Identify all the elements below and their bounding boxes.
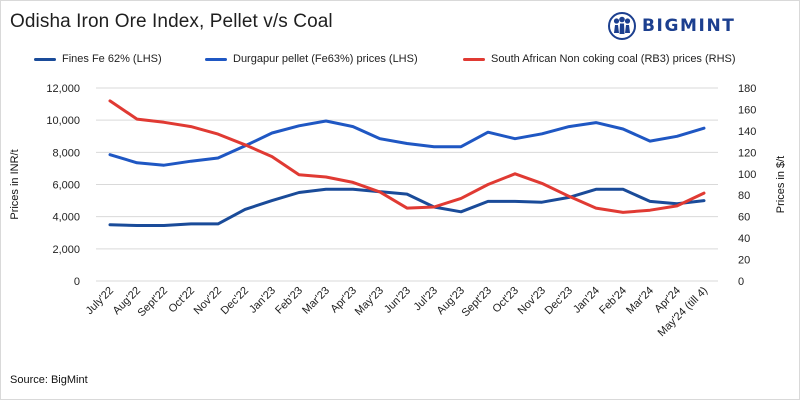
chart-legend: Fines Fe 62% (LHS) Durgapur pellet (Fe63… (0, 53, 800, 69)
y-right-tick-label: 0 (738, 276, 744, 288)
legend-label-coal: South African Non coking coal (RB3) pric… (491, 53, 736, 65)
legend-item-pellet: Durgapur pellet (Fe63%) prices (LHS) (205, 53, 418, 65)
x-tick-label: Dec'23 (543, 285, 575, 317)
series-line-pellet (108, 119, 706, 167)
y-right-axis-label: Prices in $/t (775, 156, 787, 213)
y-left-axis-label: Prices in INR/t (9, 149, 21, 219)
y-right-tick-label: 140 (738, 126, 756, 138)
source-note: Source: BigMint (10, 374, 88, 386)
y-right-tick-label: 120 (738, 147, 756, 159)
x-tick-label: Nov'22 (192, 285, 224, 317)
x-tick-label: Jun'23 (382, 285, 413, 316)
legend-label-fines: Fines Fe 62% (LHS) (62, 53, 162, 65)
legend-swatch-pellet (205, 57, 227, 61)
y-left-tick-label: 6,000 (52, 180, 80, 192)
x-tick-label: Nov'23 (516, 285, 548, 317)
x-tick-label: Jan'23 (247, 285, 278, 316)
x-tick-label: Jan'24 (571, 285, 602, 316)
y-right-tick-label: 20 (738, 255, 750, 267)
x-tick-label: May'23 (353, 285, 386, 318)
series-line-coal (108, 99, 706, 214)
legend-swatch-coal (463, 57, 485, 61)
y-right-tick-label: 160 (738, 104, 756, 116)
chart-title: Odisha Iron Ore Index, Pellet v/s Coal (10, 11, 333, 32)
y-left-tick-label: 8,000 (52, 147, 80, 159)
x-tick-label: Sept'22 (135, 285, 170, 320)
y-right-tick-label: 60 (738, 212, 750, 224)
legend-label-pellet: Durgapur pellet (Fe63%) prices (LHS) (233, 53, 418, 65)
x-tick-label: Mar'23 (300, 285, 332, 317)
bigmint-logo: BIGMINT (608, 12, 736, 40)
y-left-tick-label: 0 (74, 276, 80, 288)
logo-text: BIGMINT (642, 16, 736, 36)
legend-swatch-fines (34, 57, 56, 61)
y-left-tick-label: 4,000 (52, 212, 80, 224)
y-right-tick-label: 80 (738, 190, 750, 202)
bigmint-people-icon (608, 12, 636, 40)
y-right-tick-label: 40 (738, 233, 750, 245)
x-tick-label: Dec'22 (219, 285, 251, 317)
x-tick-label: Feb'24 (597, 285, 629, 317)
x-tick-label: Sept'23 (459, 285, 494, 320)
y-right-tick-label: 180 (738, 83, 756, 95)
y-left-tick-label: 10,000 (46, 115, 80, 127)
y-left-tick-label: 2,000 (52, 244, 80, 256)
x-tick-label: Feb'23 (273, 285, 305, 317)
x-tick-label: July'22 (84, 285, 116, 317)
series-line-fines (108, 187, 706, 227)
x-tick-label: Mar'24 (624, 285, 656, 317)
y-left-tick-label: 12,000 (46, 83, 80, 95)
y-right-tick-label: 100 (738, 169, 756, 181)
legend-item-fines: Fines Fe 62% (LHS) (34, 53, 162, 65)
legend-item-coal: South African Non coking coal (RB3) pric… (463, 53, 736, 65)
